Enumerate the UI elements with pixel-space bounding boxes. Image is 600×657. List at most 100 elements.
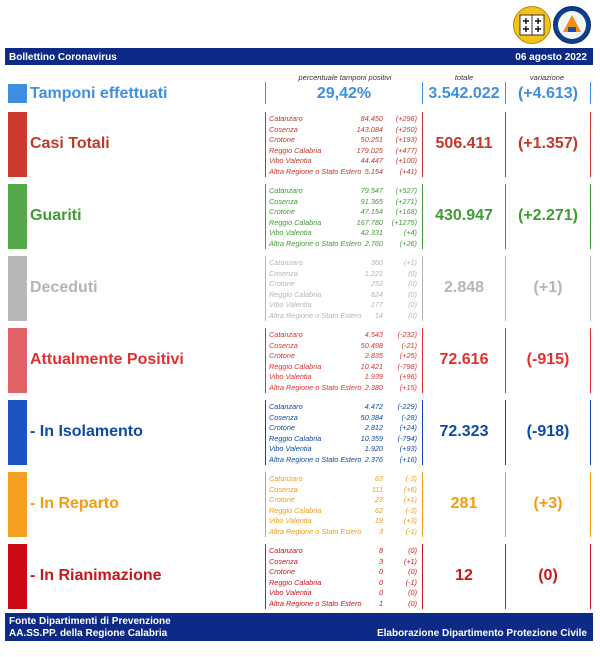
section-swatch <box>8 256 27 321</box>
province-row: Altra Regione o Stato Estero 2.760 (+26) <box>269 239 419 249</box>
section-variation: (+3) <box>533 494 563 512</box>
province-value: 63 <box>374 474 383 483</box>
province-value: 50.498 <box>360 340 383 350</box>
province-value: 47.154 <box>360 207 383 216</box>
section-variation-box: (-918) <box>505 400 591 465</box>
tamponi-variation-box <box>505 82 591 104</box>
province-row: Cosenza 111 (+6) <box>269 485 419 495</box>
section-total: 2.848 <box>443 278 485 296</box>
province-value: 8 <box>378 546 383 555</box>
section-total: 506.411 <box>435 134 493 152</box>
province-delta: (+25) <box>399 351 417 360</box>
province-row: Vibo Valentia 1.920 (+93) <box>269 444 419 454</box>
province-value: 1 <box>378 598 383 608</box>
province-delta: (-794) <box>397 433 417 443</box>
province-delta: (0) <box>408 268 417 278</box>
footer-source-line2: AA.SS.PP. della Regione Calabria <box>9 628 168 639</box>
province-delta: (+250) <box>395 124 417 134</box>
province-value: 2.380 <box>364 382 383 392</box>
province-name: Cosenza <box>269 412 298 422</box>
province-value: 179.025 <box>356 145 383 155</box>
province-delta: (+271) <box>395 196 417 206</box>
province-row: Catanzaro 84.450 (+296) <box>269 114 419 124</box>
province-delta: (-28) <box>401 412 417 422</box>
province-delta: (+6) <box>403 484 417 494</box>
section-variation-box: (+2.271) <box>505 184 591 249</box>
province-row: Catanzaro 63 (-3) <box>269 474 419 484</box>
province-value: 84.450 <box>360 114 383 123</box>
province-name: Reggio Calabria <box>269 361 322 371</box>
province-row: Vibo Valentia 19 (+3) <box>269 516 419 526</box>
province-breakdown: Catanzaro 4.543 (-232) Cosenza 50.498 (-21) Cr… <box>265 328 423 393</box>
province-value: 3 <box>378 526 383 536</box>
province-value: 44.447 <box>360 156 383 165</box>
province-row: Vibo Valentia 177 (0) <box>269 300 419 310</box>
province-row: Reggio Calabria 10.421 (-798) <box>269 362 419 372</box>
province-delta: (0) <box>408 300 417 309</box>
section-swatch <box>8 472 27 537</box>
province-value: 111 <box>371 484 383 494</box>
province-delta: (-3) <box>405 474 417 483</box>
section-variation-box: (+1) <box>505 256 591 321</box>
province-row: Altra Regione o Stato Estero 2.376 (+16) <box>269 455 419 465</box>
province-value: 0 <box>378 577 383 587</box>
civil-protection-logo-icon <box>553 6 591 44</box>
province-value: 19 <box>374 516 383 525</box>
province-value: 62 <box>374 505 383 515</box>
section-swatch <box>8 328 27 393</box>
province-value: 50.251 <box>360 135 383 144</box>
section-variation-box: (+1.357) <box>505 112 591 177</box>
province-value: 1.939 <box>364 372 383 381</box>
province-delta: (+4) <box>403 228 417 237</box>
section-variation-box: (+3) <box>505 472 591 537</box>
province-value: 14 <box>374 310 383 320</box>
section-variation: (0) <box>538 566 558 584</box>
province-breakdown: Catanzaro 63 (-3) Cosenza 111 (+6) Crotone 23 (+… <box>265 472 423 537</box>
province-name: Catanzaro <box>269 186 303 195</box>
province-breakdown: Catanzaro 8 (0) Cosenza 3 (+1) Crotone 0 (0) Regg… <box>265 544 423 609</box>
section-swatch <box>8 544 27 609</box>
footer-elaboration: Elaborazione Dipartimento Protezione Civ… <box>376 628 587 639</box>
province-row: Reggio Calabria 62 (-3) <box>269 506 419 516</box>
province-delta: (+477) <box>395 145 417 155</box>
province-delta: (+168) <box>395 207 417 216</box>
province-name: Crotone <box>269 423 295 432</box>
province-name: Crotone <box>269 279 295 288</box>
province-name: Reggio Calabria <box>269 433 322 443</box>
total-column-header: totale <box>454 73 474 82</box>
section-label: - In Isolamento <box>30 422 143 440</box>
section-swatch <box>8 112 27 177</box>
section-variation-box: (-915) <box>505 328 591 393</box>
province-name: Vibo Valentia <box>269 516 312 525</box>
region-coat-of-arms-icon <box>513 6 551 44</box>
province-row: Altra Regione o Stato Estero 5.154 (+41) <box>269 167 419 177</box>
province-delta: (+1275) <box>391 217 417 227</box>
province-row: Crotone 2.812 (+24) <box>269 423 419 433</box>
province-delta: (+1) <box>403 258 417 267</box>
province-delta: (+26) <box>399 238 417 248</box>
bulletin-date: 06 agosto 2022 <box>515 52 587 63</box>
province-delta: (+527) <box>395 186 417 195</box>
province-name: Crotone <box>269 135 295 144</box>
section-swatch <box>8 400 27 465</box>
section-label: Deceduti <box>30 278 98 296</box>
province-row: Catanzaro 79.547 (+527) <box>269 186 419 196</box>
province-row: Vibo Valentia 0 (0) <box>269 588 419 598</box>
province-value: 2.812 <box>364 423 383 432</box>
province-value: 167.780 <box>356 217 383 227</box>
province-value: 50.384 <box>360 412 383 422</box>
province-name: Altra Regione o Stato Estero <box>269 166 362 176</box>
province-row: Catanzaro 4.543 (-232) <box>269 330 419 340</box>
province-row: Catanzaro 8 (0) <box>269 546 419 556</box>
section-variation: (+2.271) <box>517 206 579 224</box>
section-row: Attualmente Positivi Catanzaro 4.543 (-232)… <box>5 328 593 393</box>
province-delta: (+24) <box>399 423 417 432</box>
footer-bar: Fonte Dipartimenti di Prevenzione AA.SS.… <box>5 613 593 641</box>
province-value: 42.331 <box>360 228 383 237</box>
province-row: Crotone 47.154 (+168) <box>269 207 419 217</box>
province-delta: (0) <box>408 289 417 299</box>
section-row: - In Reparto Catanzaro 63 (-3) Cosenza 111 (+6… <box>5 472 593 537</box>
province-delta: (+41) <box>399 166 417 176</box>
province-breakdown: Catanzaro 360 (+1) Cosenza 1.221 (0) Crotone 25… <box>265 256 423 321</box>
section-variation: (-915) <box>526 350 570 368</box>
